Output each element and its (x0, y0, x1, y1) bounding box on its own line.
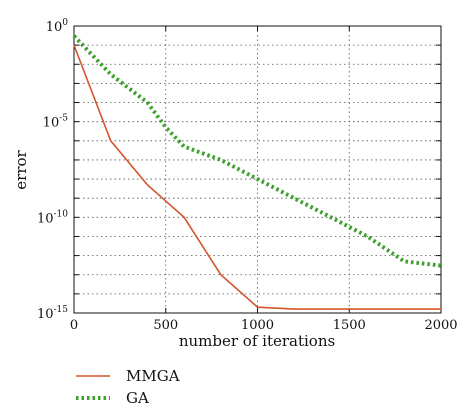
x-tick-label: 1000 (241, 318, 274, 333)
y-tick-label: 10-15 (37, 305, 68, 322)
x-tick-label: 500 (153, 318, 178, 333)
grid (74, 26, 441, 313)
y-tick-label: 10-5 (43, 114, 69, 131)
series-line-mmga (73, 44, 441, 310)
y-tick-label: 10-10 (37, 209, 68, 226)
x-tick-label: 0 (70, 318, 78, 333)
y-axis-label: error (12, 149, 30, 189)
series-layer (72, 34, 442, 310)
x-tick-label: 1500 (333, 318, 366, 333)
y-tick-label: 100 (46, 18, 69, 35)
legend-label-mmga: MMGA (126, 367, 180, 385)
ticks: 0 500 1000 1500 2000 100 10-5 10-10 10-15 (37, 18, 458, 333)
x-tick-label: 2000 (424, 318, 457, 333)
legend-label-ga: GA (126, 389, 149, 407)
legend: MMGA GA (76, 367, 180, 407)
x-axis-label: number of iterations (179, 332, 335, 350)
series-line-ga (72, 34, 442, 268)
